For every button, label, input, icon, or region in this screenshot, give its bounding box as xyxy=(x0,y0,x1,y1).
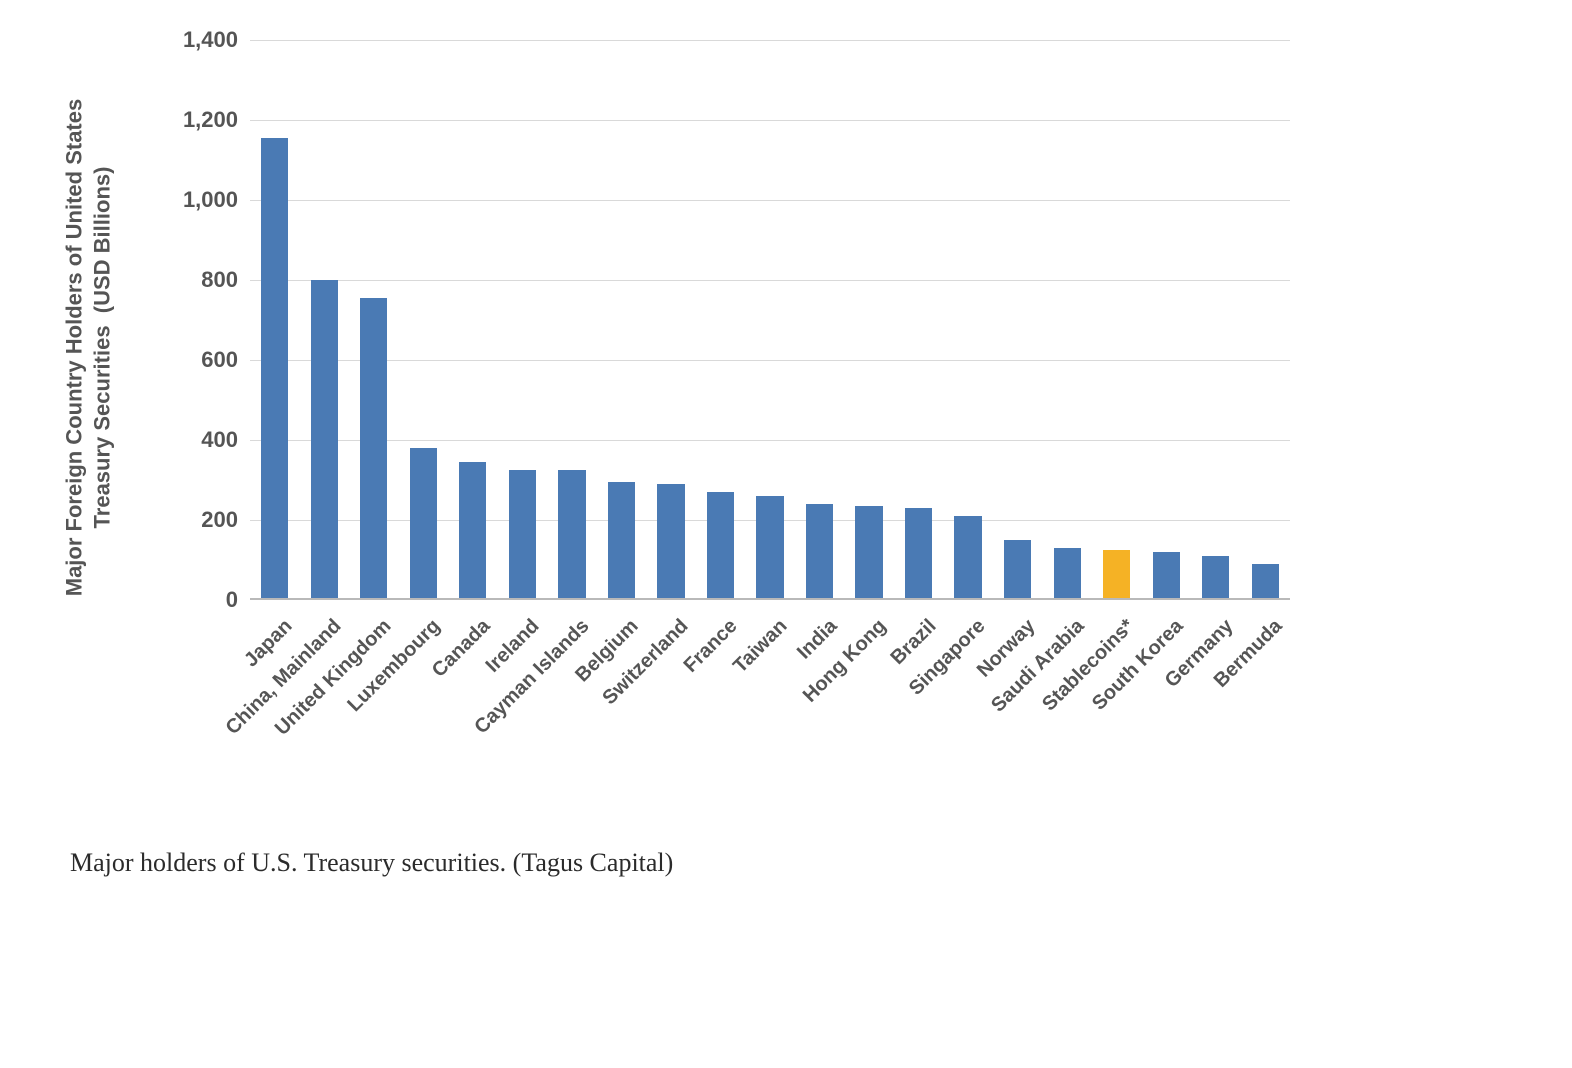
gridline xyxy=(250,120,1290,121)
treasury-holders-chart: Major Foreign Country Holders of United … xyxy=(70,30,1270,790)
bar xyxy=(1202,556,1229,598)
bar xyxy=(459,462,486,598)
bar xyxy=(558,470,585,598)
y-tick-label: 1,400 xyxy=(128,27,238,53)
bar xyxy=(806,504,833,598)
bar xyxy=(1054,548,1081,598)
gridline xyxy=(250,200,1290,201)
y-tick-label: 600 xyxy=(128,347,238,373)
gridline xyxy=(250,280,1290,281)
bar xyxy=(1103,550,1130,598)
gridline xyxy=(250,40,1290,41)
gridline xyxy=(250,360,1290,361)
bar xyxy=(954,516,981,598)
bar xyxy=(855,506,882,598)
y-tick-label: 200 xyxy=(128,507,238,533)
y-axis-title: Major Foreign Country Holders of United … xyxy=(61,48,116,648)
bar xyxy=(410,448,437,598)
x-tick-label: Taiwan xyxy=(729,615,792,678)
y-tick-label: 1,000 xyxy=(128,187,238,213)
bar xyxy=(1004,540,1031,598)
bar xyxy=(905,508,932,598)
bar xyxy=(756,496,783,598)
gridline xyxy=(250,440,1290,441)
bar xyxy=(509,470,536,598)
x-tick-label: France xyxy=(680,615,743,678)
bar xyxy=(657,484,684,598)
chart-caption: Major holders of U.S. Treasury securitie… xyxy=(70,848,673,878)
bar xyxy=(311,280,338,598)
bar xyxy=(608,482,635,598)
y-tick-label: 0 xyxy=(128,587,238,613)
bar xyxy=(360,298,387,598)
y-tick-label: 800 xyxy=(128,267,238,293)
bar xyxy=(707,492,734,598)
y-tick-label: 400 xyxy=(128,427,238,453)
bar xyxy=(261,138,288,598)
bar xyxy=(1252,564,1279,598)
bar xyxy=(1153,552,1180,598)
plot-area: 02004006008001,0001,2001,400JapanChina, … xyxy=(250,40,1290,600)
y-tick-label: 1,200 xyxy=(128,107,238,133)
